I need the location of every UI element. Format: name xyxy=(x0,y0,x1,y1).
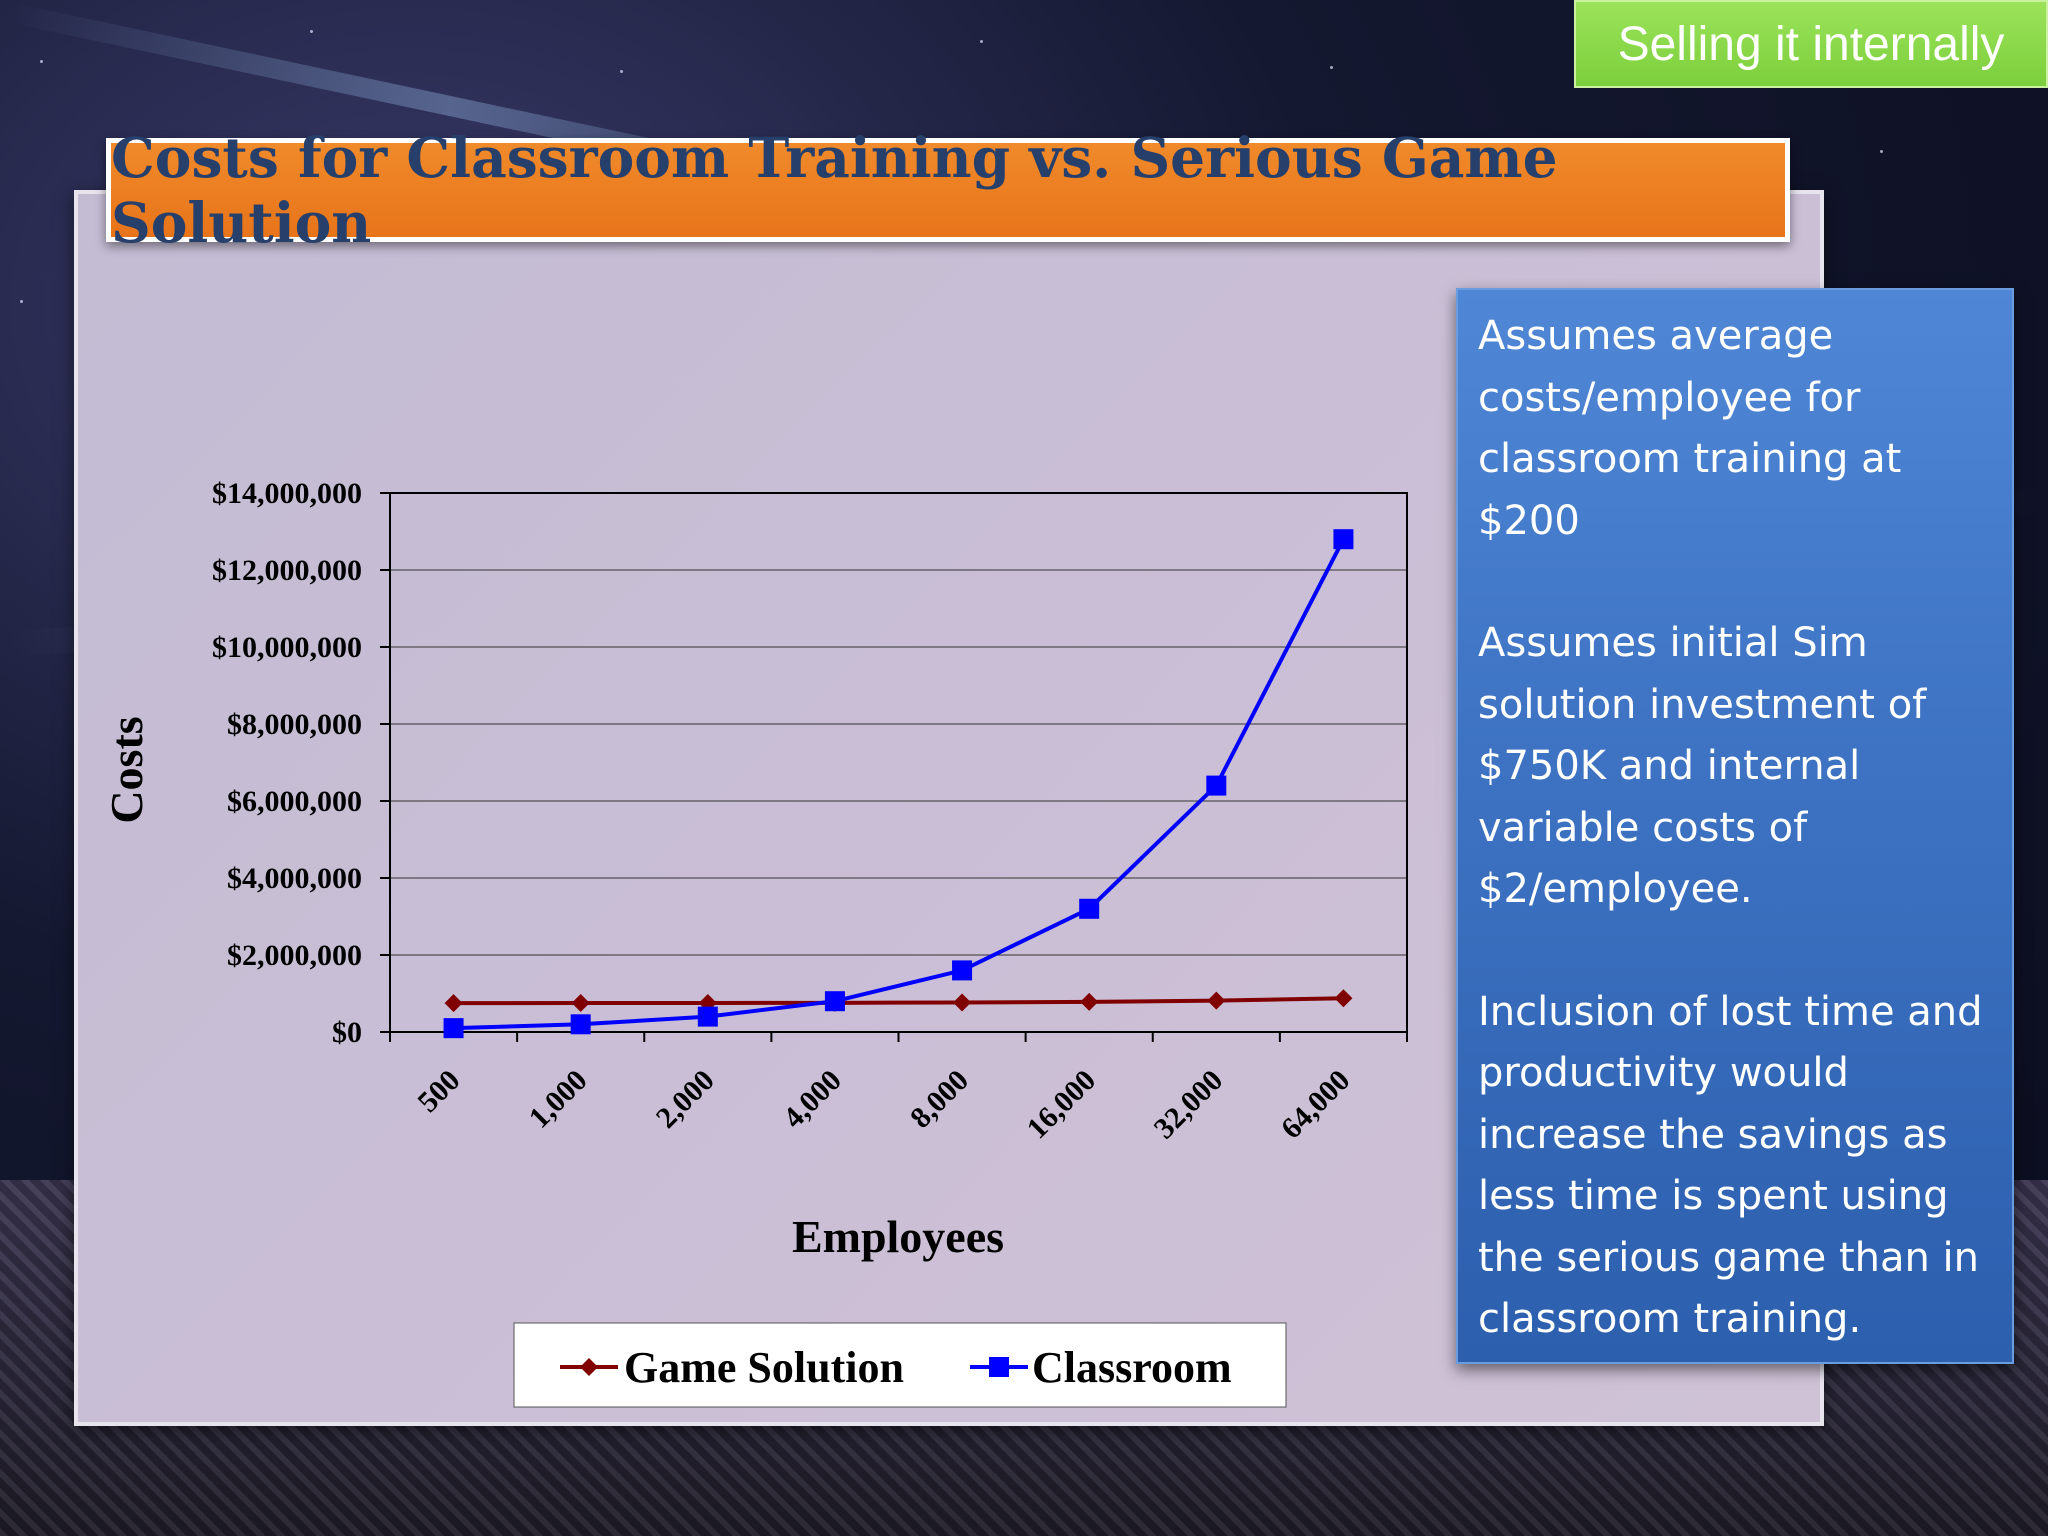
data-point-classroom xyxy=(824,991,845,1012)
data-point-classroom xyxy=(1206,775,1227,796)
background-star xyxy=(20,300,23,303)
y-tick-label: $10,000,000 xyxy=(212,631,362,664)
legend-marker xyxy=(989,1357,1009,1377)
data-point-game-solution xyxy=(953,993,972,1012)
data-point-classroom xyxy=(1079,898,1100,919)
x-tick-label: 8,000 xyxy=(904,1064,975,1135)
data-point-game-solution xyxy=(1080,992,1099,1011)
background-star xyxy=(1880,150,1883,153)
x-axis-title: Employees xyxy=(792,1211,1004,1262)
data-point-classroom xyxy=(697,1006,718,1027)
data-point-classroom xyxy=(570,1014,591,1035)
data-point-classroom xyxy=(443,1018,464,1039)
x-tick-label: 500 xyxy=(411,1064,466,1119)
x-tick-label: 4,000 xyxy=(777,1064,848,1135)
x-tick-label: 64,000 xyxy=(1275,1064,1357,1146)
background-star xyxy=(980,40,983,43)
y-tick-label: $0 xyxy=(332,1016,362,1049)
legend-label: Classroom xyxy=(1032,1343,1232,1392)
x-tick-label: 2,000 xyxy=(650,1064,721,1135)
data-point-classroom xyxy=(952,960,973,981)
x-tick-label: 32,000 xyxy=(1148,1064,1230,1146)
assumptions-box: Assumes average costs/employee for class… xyxy=(1456,288,2014,1364)
background-star xyxy=(620,70,623,73)
y-tick-label: $14,000,000 xyxy=(212,477,362,510)
y-tick-label: $8,000,000 xyxy=(227,708,362,741)
assumption-note: Inclusion of lost time and productivity … xyxy=(1478,988,1983,1343)
y-tick-label: $6,000,000 xyxy=(227,785,362,818)
y-tick-label: $4,000,000 xyxy=(227,862,362,895)
data-point-game-solution xyxy=(571,994,590,1013)
slide-title: Costs for Classroom Training vs. Serious… xyxy=(111,125,1558,255)
y-tick-label: $12,000,000 xyxy=(212,554,362,587)
data-point-game-solution xyxy=(444,994,463,1013)
background-star xyxy=(1330,66,1333,69)
assumption-note: Assumes initial Sim solution investment … xyxy=(1478,620,1927,912)
data-point-classroom xyxy=(1333,529,1354,550)
section-tag-label: Selling it internally xyxy=(1617,17,2005,71)
background-star xyxy=(310,30,313,33)
data-point-game-solution xyxy=(1207,991,1226,1010)
legend-marker xyxy=(580,1358,598,1376)
x-tick-label: 1,000 xyxy=(523,1064,594,1135)
section-tag: Selling it internally xyxy=(1574,0,2048,88)
plot-area xyxy=(389,492,1408,1033)
legend-label: Game Solution xyxy=(624,1343,904,1392)
series-line-game-solution xyxy=(453,996,1344,1006)
background-star xyxy=(40,60,43,63)
series-line-classroom xyxy=(453,538,1346,1031)
data-point-game-solution xyxy=(1334,989,1353,1008)
slide-title-bar: Costs for Classroom Training vs. Serious… xyxy=(106,125,1790,255)
y-axis-title: Costs xyxy=(101,716,152,823)
legend-box xyxy=(513,1322,1287,1408)
y-tick-label: $2,000,000 xyxy=(227,939,362,972)
assumption-note: Assumes average costs/employee for class… xyxy=(1478,313,1902,544)
x-tick-label: 16,000 xyxy=(1020,1064,1102,1146)
